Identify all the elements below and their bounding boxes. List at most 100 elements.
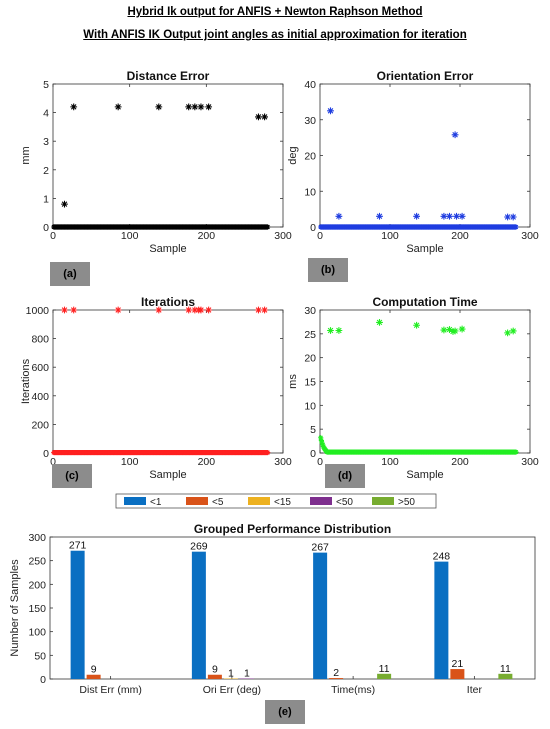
orientation-error-outlier-point: [446, 212, 453, 220]
bar: [498, 673, 513, 679]
distance-error-xtick-label: 200: [198, 230, 216, 242]
distance-error-xtick-label: 300: [274, 230, 292, 242]
computation-time-baseline-point: [513, 449, 519, 455]
orientation-error-baseline-point: [513, 224, 519, 230]
iterations-outlier-point: [205, 306, 213, 314]
computation-time-ytick-label: 20: [304, 353, 316, 365]
computation-time-ytick-label: 10: [304, 400, 316, 412]
bar-ytick-label: 150: [28, 603, 46, 615]
orientation-error-outlier-point: [509, 213, 517, 221]
bar-value-label: 9: [212, 664, 218, 676]
panel-tag-b: (b): [308, 258, 348, 282]
distance-error-outlier-point: [70, 103, 78, 111]
bar-ytick-label: 100: [28, 627, 46, 639]
computation-time-title: Computation Time: [372, 295, 477, 309]
computation-time-xtick-label: 200: [451, 456, 469, 468]
bar: [191, 551, 206, 679]
orientation-error-outlier-point: [413, 212, 420, 220]
computation-time-outlier-point: [446, 326, 453, 333]
computation-time-xtick-label: 300: [521, 456, 539, 468]
distance-error-ytick-label: 2: [43, 165, 49, 177]
computation-time-outlier-point: [376, 318, 383, 326]
bar-value-label: 21: [452, 658, 464, 670]
orientation-error-outlier-point: [335, 212, 343, 220]
computation-time-startup-point: [320, 442, 326, 448]
iterations-plot-area: [52, 309, 284, 454]
panel-tag-c: (c): [52, 464, 92, 488]
orientation-error-xlabel: Sample: [406, 243, 443, 255]
iterations-markers: [51, 306, 271, 456]
computation-time-startup-point: [323, 448, 329, 454]
distance-error-outlier-point: [191, 103, 199, 111]
computation-time-xtick-label: 100: [381, 456, 399, 468]
bar-value-label: 1: [228, 668, 234, 680]
iterations-xtick-label: 100: [121, 456, 139, 468]
distance-error-ytick-label: 0: [43, 222, 49, 234]
orientation-error-outlier-point: [376, 212, 383, 220]
figure-title-line-2: With ANFIS IK Output joint angles as ini…: [83, 29, 467, 41]
distance-error-outlier-point: [261, 113, 268, 121]
computation-time-plot-area: [319, 309, 531, 454]
computation-time-outlier-point: [335, 327, 343, 334]
iterations-outlier-point: [261, 306, 268, 314]
orientation-error-ytick-label: 0: [310, 222, 316, 234]
orientation-error-outlier-point: [453, 212, 460, 220]
computation-time-xlabel: Sample: [406, 469, 443, 481]
iterations-outlier-point: [61, 306, 68, 314]
iterations-outlier-point: [114, 306, 122, 314]
computation-time-ytick-label: 15: [304, 377, 316, 389]
iterations-outlier-point: [70, 306, 78, 314]
distance-error-ytick-label: 1: [43, 193, 49, 205]
computation-time-outlier-point: [413, 321, 420, 329]
bar-ytick-label: 0: [40, 674, 46, 686]
iterations-outlier-point: [155, 306, 163, 314]
bar-ytick-label: 250: [28, 556, 46, 568]
orientation-error-outlier-point: [504, 213, 511, 221]
distance-error-outlier-point: [185, 103, 193, 111]
iterations-xtick-label: 0: [50, 456, 56, 468]
iterations-ytick-label: 800: [31, 334, 49, 346]
legend-label-2: <15: [274, 497, 291, 508]
iterations-ytick-label: 1000: [26, 305, 50, 317]
orientation-error-ylabel: deg: [287, 146, 299, 164]
computation-time-ytick-label: 30: [304, 305, 316, 317]
distance-error-outlier-point: [205, 103, 213, 111]
bar: [70, 550, 85, 679]
bar-ytick-label: 200: [28, 579, 46, 591]
computation-time-markers: [318, 318, 519, 455]
computation-time-startup-point: [319, 440, 325, 446]
iterations-outlier-point: [255, 306, 262, 314]
orientation-error-ytick-label: 20: [304, 151, 316, 163]
computation-time-outlier-point: [509, 327, 517, 335]
iterations-ytick-label: 400: [31, 391, 49, 403]
orientation-error-xtick-label: 0: [317, 230, 323, 242]
orientation-error-outlier-point: [440, 212, 448, 220]
orientation-error-ytick-label: 10: [304, 186, 316, 198]
computation-time-startup-point: [318, 438, 324, 444]
distance-error-ylabel: mm: [20, 146, 32, 164]
computation-time-ytick-label: 0: [310, 448, 316, 460]
iterations-ytick-label: 0: [43, 448, 49, 460]
orientation-error-markers: [318, 107, 519, 230]
computation-time-ytick-label: 5: [310, 424, 316, 436]
orientation-error-title: Orientation Error: [377, 69, 474, 83]
distance-error-outlier-point: [61, 200, 68, 208]
bar-plot-area: [49, 536, 536, 680]
orientation-error-plot-area: [319, 83, 531, 228]
figure-title-line-1: Hybrid Ik output for ANFIS + Newton Raph…: [127, 6, 423, 18]
bar-category-label: Ori Err (deg): [203, 684, 261, 696]
bar-value-label: 11: [379, 663, 390, 675]
distance-error-xtick-label: 0: [50, 230, 56, 242]
iterations-xlabel: Sample: [149, 469, 186, 481]
distance-error-outlier-point: [197, 103, 205, 111]
orientation-error-ytick-label: 40: [304, 79, 316, 91]
panel-tag-a: (a): [50, 262, 90, 286]
orientation-error-xtick-label: 300: [521, 230, 539, 242]
iterations-xtick-label: 200: [198, 456, 216, 468]
panel-tag-e: (e): [265, 700, 305, 724]
distance-error-ytick-label: 5: [43, 79, 49, 91]
computation-time-outlier-point: [458, 325, 466, 333]
panel-tag-d: (d): [325, 464, 365, 488]
computation-time-outlier-point: [451, 327, 459, 335]
